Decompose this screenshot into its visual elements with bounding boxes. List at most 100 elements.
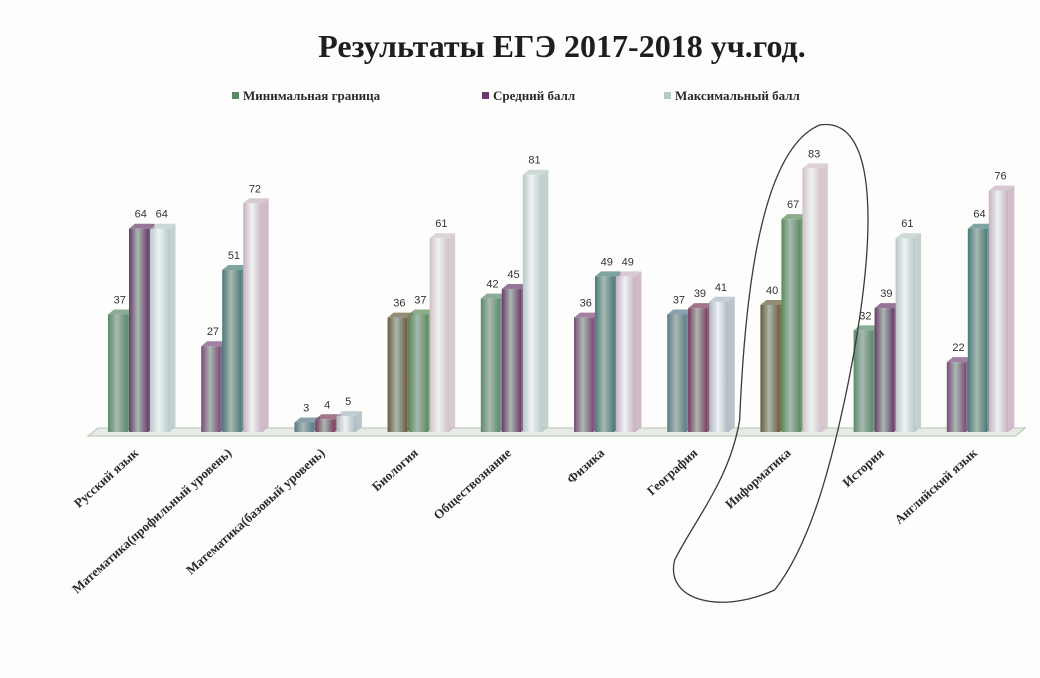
value-label: 72 [249, 183, 261, 195]
value-label: 3 [303, 402, 309, 414]
bar-top [108, 309, 134, 315]
bar-top [336, 411, 362, 417]
bar-top [522, 169, 549, 175]
bar [336, 411, 362, 432]
bar-front [480, 298, 501, 432]
bar-top [294, 417, 320, 423]
value-label: 83 [808, 148, 820, 160]
bar-top [760, 299, 786, 305]
bar [802, 163, 828, 432]
bar-top [616, 271, 642, 277]
value-label: 40 [766, 285, 778, 297]
value-label: 36 [393, 298, 405, 310]
bar-side [355, 411, 362, 432]
bar-front [874, 308, 895, 432]
value-label: 37 [414, 294, 426, 306]
legend-item: Минимальная граница [232, 88, 381, 103]
bar-front [967, 228, 988, 432]
bar-top [988, 185, 1015, 191]
bar-front [222, 270, 242, 432]
bar-top [201, 341, 227, 347]
value-label: 61 [435, 218, 447, 230]
bar-top [150, 223, 176, 229]
value-label: 42 [486, 279, 498, 291]
bar-front [150, 228, 170, 432]
bar-front [760, 304, 780, 432]
bar-front [336, 416, 356, 432]
bar [150, 223, 176, 432]
bar-top [574, 312, 600, 318]
bar [616, 271, 642, 432]
value-label: 39 [694, 288, 706, 300]
value-label: 36 [580, 298, 592, 310]
legend-label: Средний балл [493, 88, 575, 103]
bar-side [635, 271, 642, 432]
bar-front [667, 314, 687, 432]
bar-side [1008, 185, 1015, 432]
bar-front [387, 317, 408, 432]
bar-front [243, 203, 263, 432]
legend-swatch [232, 92, 239, 99]
bar-front [802, 168, 822, 432]
bar-side [542, 169, 549, 433]
legend-swatch [482, 92, 489, 99]
category-label: Математика(профильный уровень) [69, 445, 234, 596]
value-label: 27 [207, 326, 219, 338]
bar-front [315, 419, 335, 432]
bar-top [967, 223, 994, 229]
bar-side [915, 233, 922, 432]
legend-swatch [664, 92, 671, 99]
bar-top [802, 163, 828, 169]
bar-top [781, 214, 807, 220]
bar [988, 185, 1015, 432]
value-label: 81 [528, 155, 540, 167]
bar-front [781, 219, 801, 432]
value-label: 49 [601, 256, 613, 268]
value-label: 64 [135, 209, 147, 221]
bar-front [408, 314, 429, 432]
category-label: География [644, 445, 701, 498]
bar-top [667, 309, 693, 315]
bar-front [595, 276, 615, 432]
chart-title: Результаты ЕГЭ 2017-2018 уч.год. [318, 28, 805, 64]
bar-front [616, 276, 636, 432]
bar-front [853, 330, 874, 432]
bar-front [688, 308, 708, 432]
bar-top [895, 233, 922, 239]
value-label: 76 [994, 171, 1006, 183]
bar-side [449, 233, 456, 432]
legend-label: Максимальный балл [675, 88, 800, 103]
bar-front [709, 301, 729, 432]
value-label: 64 [156, 209, 168, 221]
bar-top [480, 293, 507, 299]
category-label: Биология [369, 445, 421, 494]
value-label: 67 [787, 199, 799, 211]
value-label: 41 [715, 282, 727, 294]
value-label: 45 [507, 269, 519, 281]
bar-top [595, 271, 621, 277]
category-label: Русский язык [71, 445, 142, 511]
value-label: 61 [901, 218, 913, 230]
bar-top [688, 303, 714, 309]
value-label: 51 [228, 250, 240, 262]
category-label: Английский язык [891, 445, 980, 527]
category-label: Обществознание [430, 445, 514, 523]
bar-front [129, 228, 149, 432]
bar-front [294, 422, 314, 432]
value-label: 5 [345, 396, 351, 408]
value-label: 49 [622, 256, 634, 268]
value-label: 37 [673, 294, 685, 306]
highlight-loop [672, 124, 869, 603]
category-label: Информатика [722, 445, 794, 512]
bar-front [522, 174, 543, 433]
bar-top [853, 325, 880, 331]
handdrawn-highlight [672, 124, 869, 603]
bar-front [988, 190, 1009, 432]
bar-top [408, 309, 435, 315]
value-label: 22 [952, 342, 964, 354]
value-label: 4 [324, 399, 330, 411]
bar [709, 296, 735, 432]
legend: Минимальная граница Средний балл Максималь… [232, 88, 800, 103]
bar-top [946, 357, 973, 363]
